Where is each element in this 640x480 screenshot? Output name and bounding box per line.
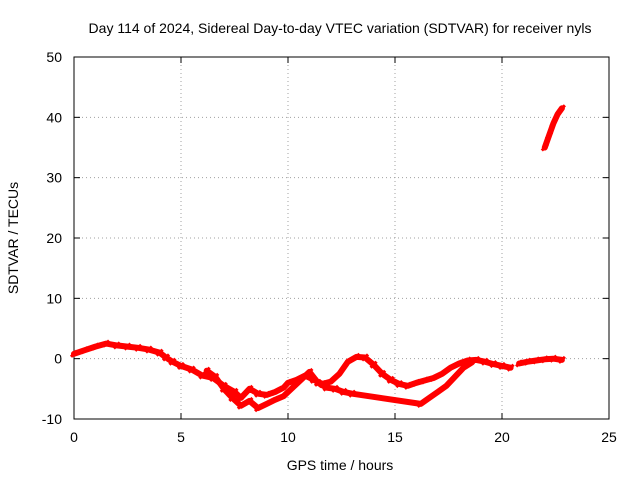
data-point: [123, 342, 132, 351]
y-tick-label: -10: [42, 411, 62, 427]
data-point: [395, 379, 404, 389]
data-point: [219, 384, 228, 393]
data-point: [540, 355, 549, 364]
data-point: [549, 354, 558, 363]
data-point: [523, 357, 532, 366]
data-point: [420, 376, 430, 385]
x-tick-label: 10: [280, 429, 296, 445]
y-tick-label: 40: [46, 109, 62, 125]
data-point: [271, 387, 280, 396]
series-track: [202, 358, 477, 413]
data-point: [339, 387, 348, 396]
data-point: [112, 341, 121, 350]
data-point: [313, 378, 323, 387]
data-point: [91, 342, 100, 351]
data-point: [412, 378, 421, 387]
data-point: [245, 396, 254, 405]
data-point: [283, 378, 293, 387]
data-point: [187, 365, 196, 374]
data-point: [506, 363, 515, 372]
y-axis-label: SDTVAR / TECUs: [5, 182, 21, 294]
data-point: [549, 119, 558, 128]
data-point: [168, 357, 177, 366]
data-point: [497, 361, 507, 370]
data-point: [545, 131, 554, 140]
data-point: [211, 372, 220, 381]
data-point: [69, 349, 79, 358]
y-tick-label: 10: [46, 290, 62, 306]
y-tick-label: 0: [54, 351, 62, 367]
data-point: [305, 367, 314, 377]
data-point: [262, 390, 271, 399]
data-point: [557, 355, 566, 364]
data-point: [489, 360, 498, 369]
y-tick-label: 30: [46, 170, 62, 186]
x-tick-label: 25: [601, 429, 617, 445]
series-track: [515, 354, 566, 368]
data-point: [134, 343, 143, 352]
data-point: [442, 381, 451, 390]
data-point: [532, 356, 541, 365]
data-point: [80, 346, 89, 355]
data-point: [271, 395, 280, 404]
data-point: [515, 359, 524, 368]
series-track: [540, 104, 566, 152]
x-tick-label: 15: [387, 429, 403, 445]
data-point: [463, 356, 472, 365]
y-tick-label: 50: [46, 49, 62, 65]
data-point: [459, 363, 468, 372]
data-point: [176, 361, 186, 370]
chart-title: Day 114 of 2024, Sidereal Day-to-day VTE…: [89, 20, 592, 36]
y-tick-label: 20: [46, 230, 62, 246]
data-point: [455, 359, 464, 368]
data-point: [245, 384, 254, 393]
data-point: [144, 345, 153, 354]
axis-ticks: [73, 56, 610, 420]
data-point: [228, 393, 237, 402]
data-points: [69, 104, 566, 413]
data-point: [352, 352, 361, 361]
data-point: [262, 399, 271, 408]
data-point: [378, 369, 387, 378]
data-point: [480, 357, 489, 366]
data-point: [326, 377, 335, 386]
data-point: [343, 357, 352, 366]
data-point: [360, 353, 370, 362]
data-point: [553, 110, 562, 119]
grid-lines: [74, 57, 609, 419]
data-point: [279, 392, 288, 401]
data-point: [102, 339, 111, 348]
data-point: [557, 104, 566, 113]
data-point: [429, 373, 438, 383]
x-tick-label: 20: [494, 429, 510, 445]
data-point: [369, 360, 378, 369]
data-point: [467, 358, 477, 367]
data-point: [416, 399, 425, 408]
data-point: [540, 143, 549, 152]
y-tick-labels: -10 0 10 20 30 40 50: [42, 49, 62, 427]
data-point: [322, 383, 331, 392]
data-point: [236, 401, 245, 410]
x-axis-label: GPS time / hours: [287, 457, 394, 473]
x-tick-label: 0: [70, 429, 78, 445]
data-point: [202, 366, 211, 375]
data-point: [161, 353, 171, 362]
data-point: [253, 404, 263, 413]
data-point: [155, 348, 164, 357]
data-point: [335, 369, 344, 378]
data-point: [433, 387, 442, 396]
data-point: [253, 389, 263, 398]
x-tick-labels: 0 5 10 15 20 25: [70, 429, 617, 445]
x-tick-label: 5: [177, 429, 185, 445]
data-point: [425, 393, 434, 402]
data-point: [348, 389, 357, 398]
data-point: [438, 369, 447, 378]
data-point: [450, 372, 459, 381]
data-point: [403, 381, 412, 390]
data-point: [446, 363, 455, 372]
data-point: [386, 375, 395, 384]
data-point: [331, 384, 340, 393]
